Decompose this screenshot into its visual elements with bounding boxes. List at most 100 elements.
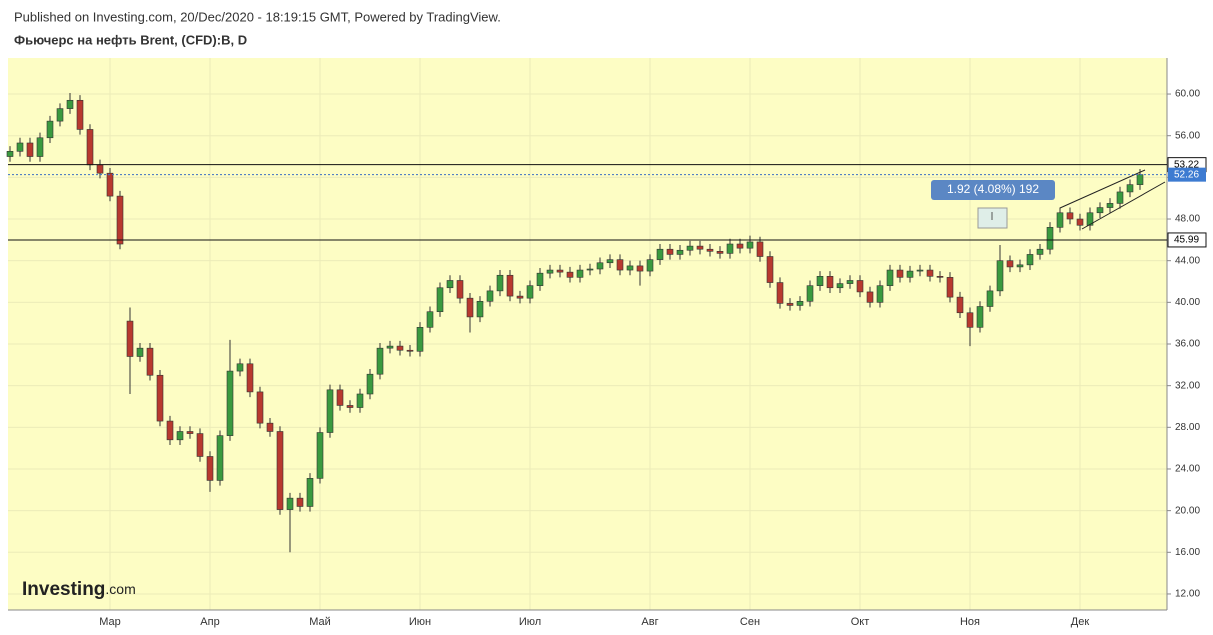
grid [8, 58, 1167, 610]
candle-body [986, 290, 994, 307]
candle-body [596, 262, 604, 270]
candle-body [696, 245, 704, 250]
candle-body [566, 271, 574, 278]
y-tick-label: 56.00 [1175, 130, 1200, 141]
candle-body [496, 274, 504, 292]
candle-body [1076, 218, 1084, 226]
candle-body [446, 280, 454, 289]
candle-body [766, 256, 774, 283]
candle-body [466, 297, 474, 318]
candle-body [316, 432, 324, 479]
candle-body [306, 478, 314, 507]
candle-body [716, 251, 724, 254]
candle-body [126, 320, 134, 357]
chart-title: Фьючерс на нефть Brent, (CFD):B, D [14, 32, 247, 47]
candle-body [196, 433, 204, 457]
x-tick-label: Июл [519, 616, 541, 628]
candle-body [686, 245, 694, 251]
candle-body [636, 265, 644, 272]
candle-body [96, 164, 104, 174]
candle-body [666, 248, 674, 255]
candle-body [246, 363, 254, 393]
candle-body [546, 269, 554, 274]
y-tick-label: 48.00 [1175, 214, 1200, 225]
candle-body [296, 497, 304, 507]
candle-body [1126, 184, 1134, 193]
candle-body [186, 431, 194, 434]
candle-body [906, 270, 914, 278]
x-tick-label: Июн [409, 616, 431, 628]
x-tick-label: Апр [200, 616, 219, 628]
x-tick-label: Мар [99, 616, 121, 628]
candle-body [376, 347, 384, 375]
candle-body [816, 276, 824, 286]
annotation-box [931, 180, 1055, 200]
candle-body [846, 280, 854, 284]
candle-body [176, 431, 184, 441]
candle-body [776, 282, 784, 304]
candle-body [136, 347, 144, 357]
candle-body [16, 142, 24, 152]
candle-body [516, 295, 524, 299]
x-tick-label: Авг [641, 616, 658, 628]
y-tick-label: 44.00 [1175, 255, 1200, 266]
candle-body [586, 268, 594, 271]
candle-body [26, 142, 34, 157]
x-tick-label: Ноя [960, 616, 980, 628]
candle-body [786, 303, 794, 306]
candle-body [76, 99, 84, 130]
candle-body [626, 265, 634, 271]
y-tick-label: 60.00 [1175, 89, 1200, 100]
candle-body [576, 269, 584, 278]
candle-body [146, 347, 154, 376]
candle-body [106, 172, 114, 197]
x-tick-label: Окт [851, 616, 870, 628]
candle-body [736, 243, 744, 249]
candle-body [456, 280, 464, 299]
candle-body [276, 431, 284, 510]
candle-body [956, 296, 964, 314]
candle-body [476, 300, 484, 318]
candle-body [116, 195, 124, 245]
y-tick-label: 36.00 [1175, 339, 1200, 350]
candle-body [836, 283, 844, 289]
last-price-tag [1168, 167, 1206, 182]
candle-body [1106, 203, 1114, 208]
candle-body [926, 269, 934, 277]
candle-body [936, 276, 944, 278]
candle-body [226, 370, 234, 436]
y-tick-label: 16.00 [1175, 547, 1200, 558]
candle-body [396, 345, 404, 351]
candle-body [1136, 174, 1144, 185]
candle-body [1036, 248, 1044, 255]
logo-brand: Investing [22, 579, 105, 600]
x-tick-label: Дек [1071, 616, 1090, 628]
candle-body [676, 249, 684, 255]
candle-body [486, 290, 494, 302]
candle-body [996, 260, 1004, 292]
candle-body [606, 259, 614, 264]
candle-body [946, 277, 954, 298]
y-tick-label: 32.00 [1175, 380, 1200, 391]
candle-body [556, 269, 564, 273]
y-tick-label: 12.00 [1175, 589, 1200, 600]
published-line: Published on Investing.com, 20/Dec/2020 … [14, 9, 501, 24]
candle-body [966, 312, 974, 328]
candle-body [1086, 212, 1094, 226]
y-tick-label: 40.00 [1175, 297, 1200, 308]
candle-body [916, 269, 924, 272]
candle-body [236, 363, 244, 372]
plot-area [8, 58, 1167, 610]
candle-body [1026, 254, 1034, 266]
candle-body [856, 280, 864, 293]
candle-body [886, 269, 894, 286]
candle-body [726, 243, 734, 254]
candle-body [356, 393, 364, 408]
annotation: 1.92 (4.08%) 192 [947, 182, 1039, 196]
candle-body [386, 345, 394, 349]
candle-body [266, 422, 274, 432]
candle-body [746, 241, 754, 249]
candle-body [876, 285, 884, 303]
candle-body [1056, 212, 1064, 228]
